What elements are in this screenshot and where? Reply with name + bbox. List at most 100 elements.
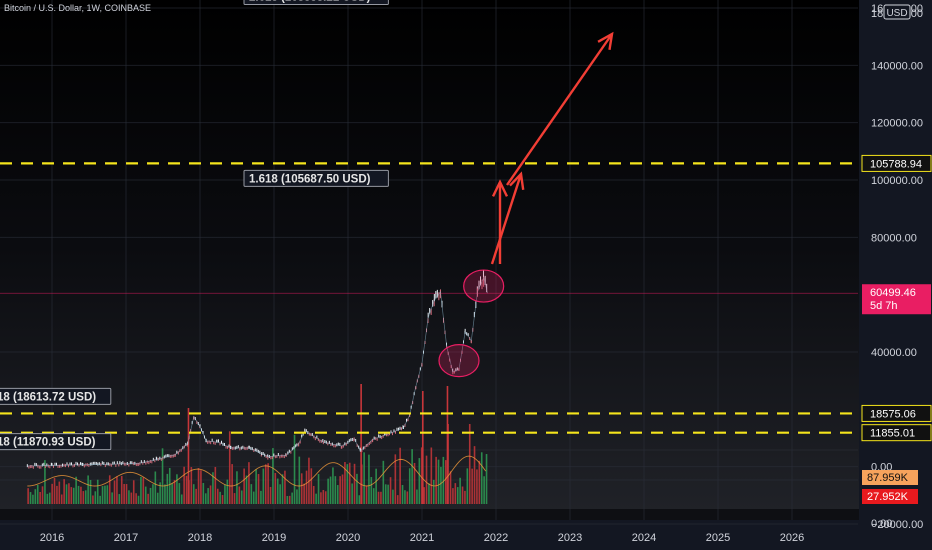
volume-bar-up	[192, 484, 195, 504]
volume-bar-up	[260, 490, 262, 504]
volume-bar-up	[106, 485, 109, 504]
volume-bar-down	[348, 462, 351, 504]
volume-bar-down	[200, 470, 202, 504]
volume-bar-up	[245, 475, 248, 504]
fib-level-price-tag-text: 105788.94	[870, 158, 922, 170]
volume-bar-down	[420, 447, 423, 504]
volume-bar-up	[84, 490, 87, 504]
volume-bar-down	[344, 462, 346, 504]
volume-ma-tag-text: 87.959K	[867, 472, 909, 484]
volume-bar-down	[399, 447, 401, 504]
price-axis-bg	[859, 0, 932, 550]
volume-bar-down	[257, 474, 260, 504]
fib-level-price-tag-box	[861, 424, 932, 442]
volume-bar-down	[113, 480, 116, 504]
volume-bar-down	[63, 479, 65, 504]
volume-bar-up	[94, 491, 97, 504]
volume-bar-down	[27, 488, 29, 504]
volume-bar-up	[368, 454, 370, 504]
volume-bar-up	[168, 467, 171, 504]
volume-bar-up	[159, 482, 161, 504]
volume-bar-up	[77, 485, 80, 504]
volume-bar-down	[190, 467, 193, 504]
time-axis-tick: 2017	[114, 532, 138, 544]
volume-bar-up	[250, 484, 253, 504]
volume-bar-down	[185, 475, 188, 504]
volume-bar-up	[440, 466, 442, 504]
volume-bar-down	[53, 477, 56, 504]
fib-level-label-box	[243, 169, 389, 187]
volume-bar-up	[317, 474, 320, 504]
volume-bar-down	[183, 466, 185, 504]
volume-bar-up	[252, 491, 255, 504]
volume-bar-down	[377, 491, 380, 504]
volume-bar-up	[296, 489, 298, 504]
price-axis-tick: 140000.00	[871, 60, 923, 72]
volume-tag-text: 27.952K	[867, 491, 909, 503]
projection-arrow-shaft	[490, 173, 523, 265]
projection-arrows	[490, 31, 614, 265]
volume-bar-down	[130, 492, 133, 504]
volume-bar-up	[48, 492, 51, 504]
volume-bar-up	[137, 495, 140, 504]
volume-bar-down	[423, 487, 425, 504]
fib-level-label-box	[0, 433, 112, 451]
volume-bar-up	[65, 484, 68, 504]
volume-bar-down	[147, 493, 149, 504]
volume-bar-up	[334, 476, 337, 504]
fib-level-label-box	[0, 387, 112, 405]
fib-level-label: 1.618 (105687.50 USD)	[243, 169, 389, 187]
volume-bar-up	[99, 495, 101, 504]
fib-level-price-tag-text: 18575.06	[870, 408, 916, 420]
volume-bar-spike	[187, 408, 190, 504]
volume-bar-up	[375, 468, 377, 504]
highlight-circle	[463, 269, 505, 303]
volume-bar-up	[140, 476, 142, 504]
volume-bar-down	[264, 464, 267, 504]
time-axis: 2016 2017 2018 2019 2020 2021 2022 2023 2024 2025…	[40, 532, 804, 544]
volume-bar-up	[255, 469, 257, 504]
volume-bar-up	[75, 476, 77, 504]
volume-bar-down	[476, 469, 478, 504]
volume-bar-down	[233, 493, 236, 504]
volume-bar-up	[149, 487, 152, 504]
volume-bar-up	[293, 434, 296, 504]
volume-bar-down	[322, 490, 325, 504]
volume-bar-up	[176, 474, 178, 504]
volume-bar-up	[387, 484, 389, 504]
volume-bar-down	[195, 488, 197, 504]
volume-bar-up	[416, 489, 418, 504]
volume-bar-up	[202, 482, 205, 504]
volume-bar-up	[276, 478, 279, 504]
volume-bar-down	[120, 475, 123, 504]
volume-bar-up	[291, 492, 293, 504]
price-axis-tick: 100000.00	[871, 175, 923, 187]
volume-bar-down	[56, 485, 58, 504]
volume-bar-up	[36, 484, 39, 504]
price-axis-tick: 120000.00	[871, 118, 923, 130]
volume-bar-up	[480, 452, 483, 504]
currency-badge: USD	[883, 4, 911, 20]
fib-level-label-text: 2.618 (168558.21 USD)	[249, 0, 371, 3]
volume-bar-down	[288, 495, 291, 504]
volume-bar-down	[243, 468, 245, 504]
volume-bar-up	[34, 489, 37, 504]
volume-bar-up	[224, 484, 226, 504]
fib-level-label-box	[243, 0, 389, 5]
highlight-circle	[438, 344, 480, 378]
volume-bar-up	[240, 490, 243, 504]
volume-bar-down	[389, 477, 392, 504]
volume-bar-down	[60, 494, 63, 504]
price-axis-tick: 40000.00	[871, 347, 917, 359]
volume-bar-down	[68, 483, 70, 504]
volume-bar-up	[358, 495, 361, 504]
fib-level-price-tag-text: 11855.01	[870, 428, 915, 440]
volume-bar-up	[212, 472, 214, 504]
fib-level-label-text: 1.618 (105687.50 USD)	[249, 173, 371, 185]
volume-bar-down	[92, 495, 94, 504]
volume-bar-up	[432, 479, 435, 504]
volume-bar-down	[269, 486, 272, 504]
volume-bar-spike	[360, 384, 362, 504]
volume-bar-down	[221, 495, 224, 504]
